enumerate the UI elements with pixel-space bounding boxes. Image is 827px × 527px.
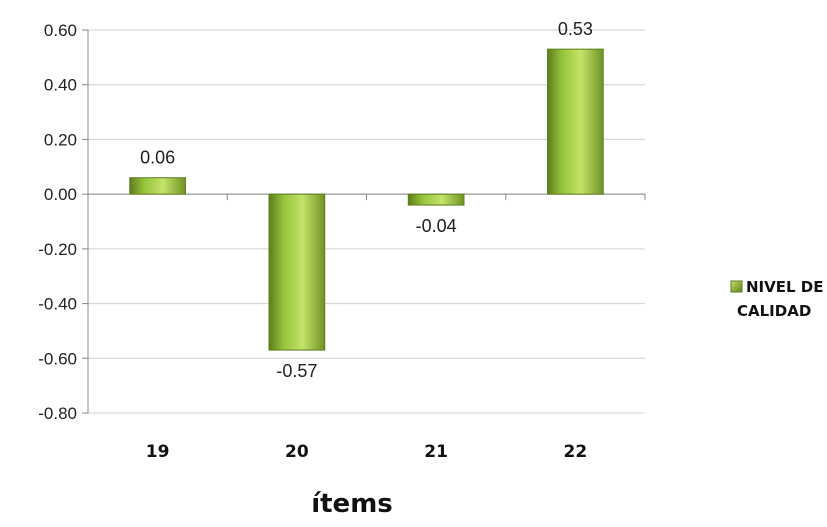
x-category-label: 21: [424, 442, 448, 462]
bar-item-19: [129, 177, 186, 195]
legend: NIVEL DE CALIDAD: [730, 278, 823, 320]
legend-label-line-1: NIVEL DE: [746, 278, 823, 296]
data-label: -0.04: [416, 216, 457, 236]
bar-item-22: [547, 48, 604, 195]
labels: 0.60 0.40 0.20 0.00 -0.20 -0.40 -0.60 -0.80 19 0.…: [38, 19, 593, 462]
legend-label-line-2: CALIDAD: [737, 302, 811, 320]
data-label: 0.53: [558, 19, 593, 39]
x-category-label: 19: [146, 442, 170, 462]
legend-swatch: [730, 280, 743, 293]
x-category-label: 20: [285, 442, 309, 462]
bar-item-21: [407, 193, 465, 206]
bar-item-20: [268, 193, 326, 351]
y-tick-label: 0.60: [44, 21, 77, 40]
y-tick-label: -0.40: [38, 295, 77, 314]
y-tick-label: -0.80: [38, 404, 77, 423]
y-tick-label: 0.40: [44, 76, 77, 95]
data-label: 0.06: [140, 148, 175, 168]
y-tick-label: -0.60: [38, 349, 77, 368]
y-tick-label: -0.20: [38, 240, 77, 259]
x-category-label: 22: [564, 442, 588, 462]
bars: [129, 48, 604, 351]
y-tick-label: 0.00: [44, 185, 77, 204]
y-tick-label: 0.20: [44, 130, 77, 149]
data-label: -0.57: [276, 361, 317, 381]
x-axis-title: ítems: [311, 489, 393, 519]
